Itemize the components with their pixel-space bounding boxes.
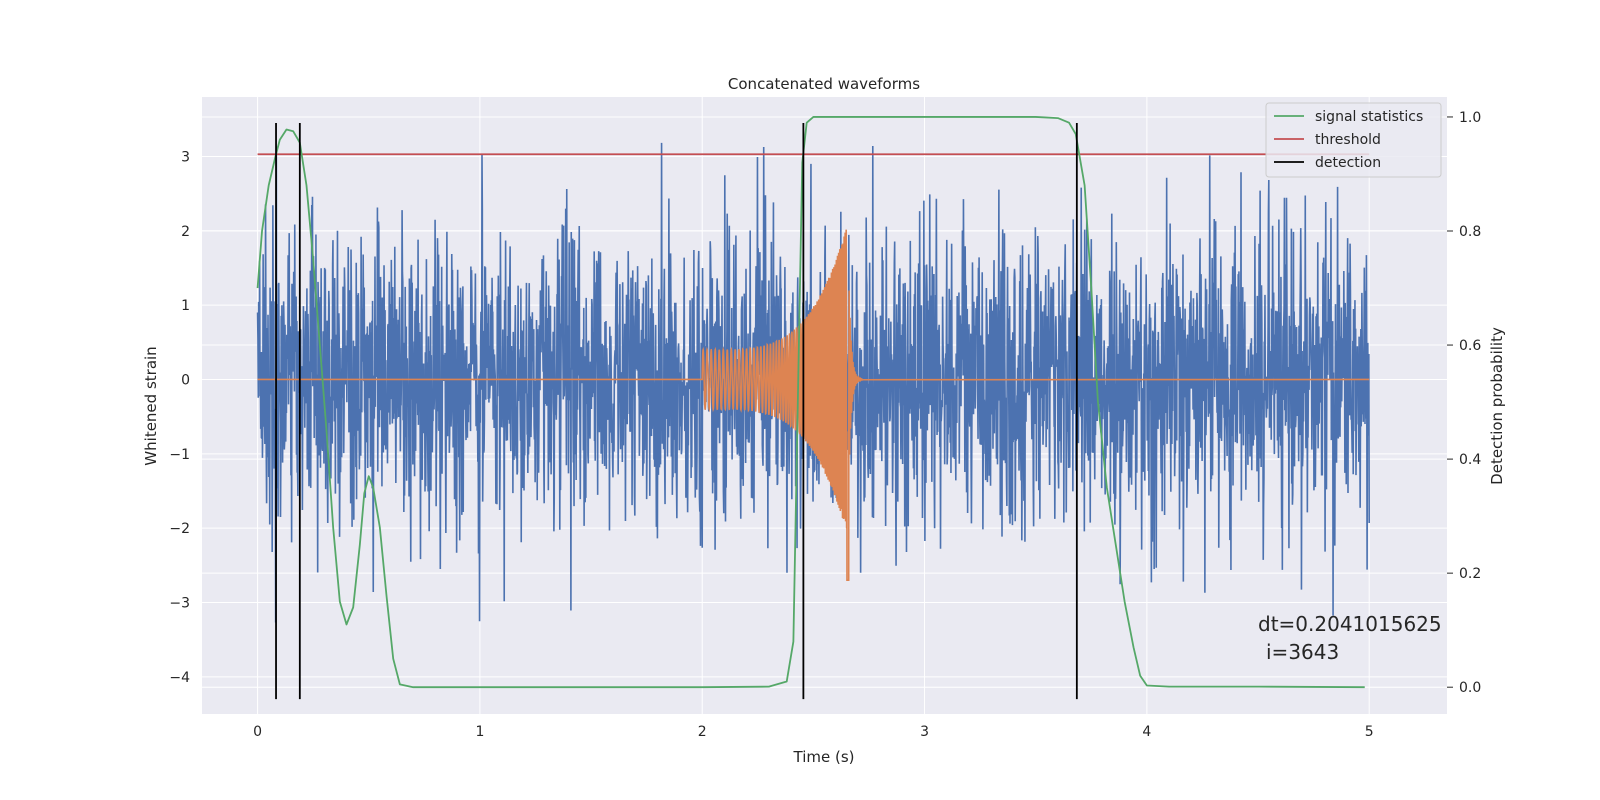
legend-entry-detection: detection	[1315, 155, 1381, 171]
chart-title: Concatenated waveforms	[728, 75, 920, 93]
y-tick-label-left: 3	[181, 149, 190, 165]
x-tick-label: 3	[920, 724, 929, 740]
x-axis-label: Time (s)	[793, 748, 855, 766]
y-tick-label-left: 2	[181, 224, 190, 240]
y-tick-label-left: −3	[169, 595, 190, 611]
y-tick-label-left: 1	[181, 298, 190, 314]
legend-entry-threshold: threshold	[1315, 132, 1381, 148]
y-axis-label-right: Detection probability	[1488, 327, 1506, 485]
annotation-index: i=3643	[1266, 640, 1339, 664]
y-tick-label-left: −1	[169, 447, 190, 463]
y-axis-label-left: Whitened strain	[142, 346, 160, 465]
y-tick-label-right: 0.2	[1459, 566, 1481, 582]
ticks: 0 1 2 3 4 5 −4 −3 −2 −1 0 1 2 3 0.0 0.2 0.4 0.6 0.8 1.0	[169, 110, 1481, 740]
annotation-dt: dt=0.2041015625	[1258, 612, 1442, 636]
y-tick-label-right: 0.6	[1459, 338, 1481, 354]
signal-statistics-line	[256, 116, 1365, 689]
legend-entry-signal-statistics: signal statistics	[1315, 109, 1423, 125]
y-tick-label-left: 0	[181, 372, 190, 388]
injection-series	[257, 229, 1370, 581]
x-tick-label: 4	[1142, 724, 1151, 740]
x-tick-label: 0	[253, 724, 262, 740]
y-tick-label-right: 1.0	[1459, 110, 1481, 126]
y-tick-label-right: 0.8	[1459, 224, 1481, 240]
y-tick-label-left: −2	[169, 521, 190, 537]
y-tick-label-left: −4	[169, 670, 190, 686]
x-tick-label: 5	[1365, 724, 1374, 740]
x-tick-label: 1	[475, 724, 484, 740]
x-tick-label: 2	[698, 724, 707, 740]
legend: signal statistics threshold detection	[1265, 102, 1442, 178]
signal-statistics-series	[256, 116, 1365, 689]
injection-line	[257, 229, 1370, 581]
y-tick-label-right: 0.0	[1459, 680, 1481, 696]
legend-box	[1265, 102, 1442, 178]
y-tick-label-right: 0.4	[1459, 452, 1481, 468]
detection-series	[275, 123, 1078, 700]
